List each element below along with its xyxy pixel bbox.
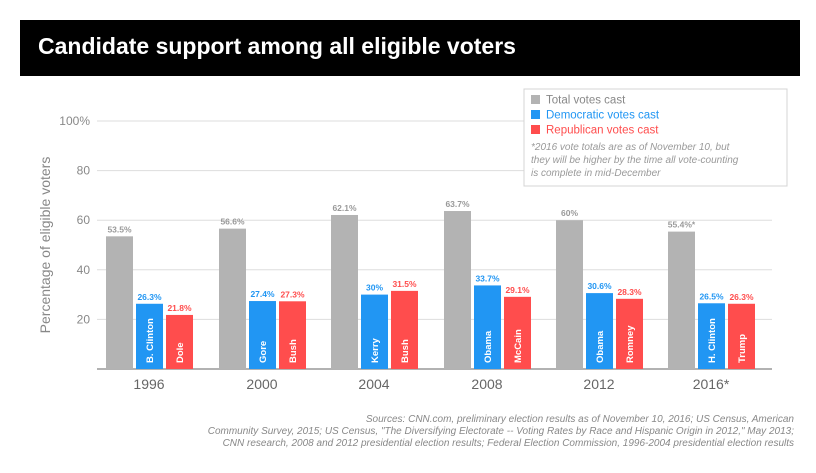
candidate-label: McCain [513,329,524,363]
sources-line: CNN research, 2008 and 2012 presidential… [222,438,794,449]
bar-total [444,211,471,369]
bar-rep [166,314,193,369]
x-tick-label: 1996 [133,376,164,392]
bar-total [219,228,246,369]
candidate-label: Gore [258,341,269,363]
bar-value-label: 26.5% [699,291,724,301]
x-tick-label: 2008 [471,376,502,392]
x-tick-label: 2016* [693,376,730,392]
candidate-label: Trump [737,334,748,363]
y-tick-label: 40 [77,263,91,277]
bar-rep [279,301,306,369]
bar-rep [504,296,531,369]
legend-box [523,88,788,187]
candidate-label: Bush [288,339,299,363]
legend-note-line: is complete in mid-December [531,168,661,179]
bar-value-label: 28.3% [617,287,642,297]
bar-dem [249,301,276,369]
bar-value-label: 53.5% [107,224,132,234]
bar-value-label: 30% [366,283,383,293]
candidate-label: Dole [175,342,186,363]
bar-value-label: 27.3% [280,289,305,299]
candidate-label: Obama [595,330,606,363]
bar-value-label: 30.6% [587,281,612,291]
x-tick-label: 2000 [246,376,277,392]
bar-rep [616,298,643,369]
sources-line: Community Survey, 2015; US Census, "The … [207,426,794,437]
candidate-label: Bush [400,339,411,363]
candidate-label: H. Clinton [707,318,718,363]
candidate-label: Romney [625,325,636,363]
legend-note-line: they will be higher by the time all vote… [531,155,739,166]
bar-value-label: 56.6% [220,217,245,227]
x-tick-label: 2012 [583,376,614,392]
bar-value-label: 55.4%* [668,220,696,230]
bar-dem [698,303,725,369]
bar-value-label: 26.3% [729,292,754,302]
legend-label-total: Total votes cast [546,95,626,107]
y-tick-label: 100% [59,114,90,128]
candidate-label: Kerry [370,337,381,363]
legend-swatch-dem [531,110,540,119]
bar-total [668,231,695,369]
bar-dem [586,293,613,369]
bar-total [106,236,133,369]
bar-total [556,220,583,369]
legend-swatch-total [531,95,540,104]
bar-dem [361,294,388,369]
candidate-label: B. Clinton [145,318,156,363]
legend-swatch-rep [531,125,540,134]
bar-value-label: 26.3% [137,292,162,302]
bar-value-label: 33.7% [475,273,500,283]
bar-value-label: 31.5% [392,279,417,289]
y-tick-label: 80 [77,164,91,178]
legend-label-rep: Republican votes cast [546,125,659,137]
candidate-label: Obama [483,330,494,363]
bar-rep [728,303,755,369]
bar-dem [474,285,501,369]
bar-value-label: 60% [561,208,578,218]
bar-rep [391,290,418,369]
sources-note: Sources: CNN.com, preliminary election r… [154,414,794,450]
bar-value-label: 29.1% [505,285,530,295]
chart-title: Candidate support among all eligible vot… [38,33,516,59]
x-tick-label: 2004 [358,376,389,392]
bar-dem [136,303,163,369]
legend-note-line: *2016 vote totals are as of November 10,… [531,142,731,153]
sources-line: Sources: CNN.com, preliminary election r… [365,414,794,425]
y-tick-label: 60 [77,213,91,227]
bar-value-label: 63.7% [445,199,470,209]
legend-label-dem: Democratic votes cast [546,110,660,122]
bar-value-label: 27.4% [250,289,275,299]
bar-total [331,214,358,369]
bar-value-label: 62.1% [332,203,357,213]
bar-value-label: 21.8% [167,303,192,313]
chart-header: Candidate support among all eligible vot… [20,20,800,76]
y-axis-label: Percentage of eligible voters [37,157,53,334]
y-tick-label: 20 [77,312,91,326]
